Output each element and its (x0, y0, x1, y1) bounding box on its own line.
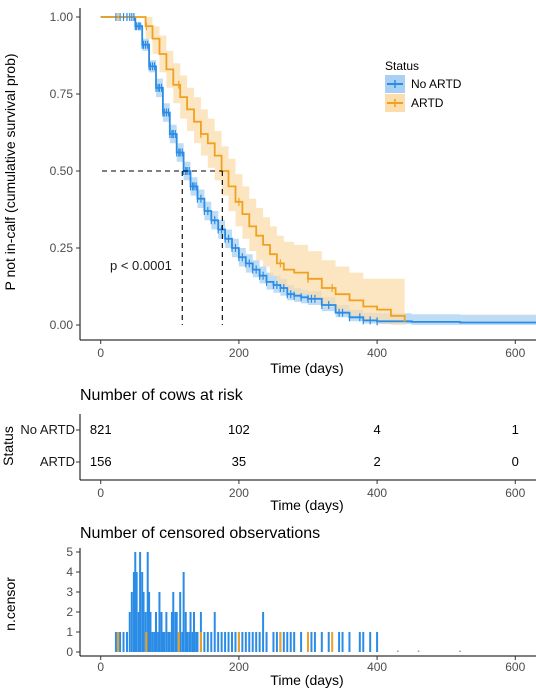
censor-panel-title: Number of censored observations (80, 525, 320, 542)
censor-axes: 0 1 2 3 4 5 0 200 400 600 (66, 545, 536, 674)
risk-x-tick: 600 (505, 480, 526, 500)
censor-x-axis-title: Time (days) (270, 672, 343, 688)
x-tick-label: 600 (505, 346, 525, 360)
x-tick: 400 (367, 340, 387, 360)
censor-y-tick: 3 (66, 585, 80, 599)
censor-y-tick-label: 3 (66, 585, 73, 599)
legend-key-no-artd (385, 75, 405, 93)
y-tick: 0.25 (50, 241, 80, 255)
risk-x-tick-label: 600 (505, 486, 525, 500)
risk-table-title: Number of cows at risk (80, 387, 244, 404)
x-tick: 600 (505, 340, 526, 360)
legend-label-artd: ARTD (411, 96, 444, 110)
censor-x-tick-label: 400 (367, 660, 387, 674)
censor-x-tick-label: 0 (97, 660, 104, 674)
ci-band-artd (100, 17, 405, 325)
y-tick-label: 0.75 (50, 87, 74, 101)
censor-y-tick-label: 5 (66, 545, 73, 559)
median-lines (102, 170, 223, 325)
risk-cell-no-artd: 102 (228, 422, 250, 437)
legend: Status No ARTD ARTD (385, 59, 462, 112)
risk-x-tick: 400 (367, 480, 387, 500)
risk-row-label-artd: ARTD (40, 454, 75, 469)
censor-marks (115, 13, 378, 326)
y-tick-label: 0.50 (50, 164, 74, 178)
censor-y-tick: 4 (66, 565, 80, 579)
risk-x-tick-label: 0 (97, 486, 104, 500)
legend-label-no-artd: No ARTD (411, 77, 462, 91)
risk-cell-no-artd: 821 (90, 422, 112, 437)
censor-x-tick-label: 200 (229, 660, 249, 674)
survival-panel: 0.00 0.25 0.50 0.75 1.00 0 200 400 600 p < 0.000… (2, 8, 536, 376)
risk-x-axis-title: Time (days) (270, 497, 343, 513)
censor-y-tick-label: 1 (66, 625, 73, 639)
risk-x-tick: 200 (229, 480, 249, 500)
censor-x-tick: 200 (229, 656, 249, 674)
y-tick: 0.50 (50, 164, 80, 178)
x-tick-label: 200 (229, 346, 249, 360)
risk-cell-artd: 156 (90, 454, 112, 469)
risk-cell-artd: 2 (373, 454, 380, 469)
y-tick-label: 0.00 (50, 318, 74, 332)
risk-table-panel: Number of cows at risk Status No ARTD AR… (0, 387, 536, 513)
y-axis-title: P not in-calf (cumulative survival prob) (2, 53, 18, 290)
survival-line-artd (100, 16, 406, 322)
risk-table-cells: 821 102 4 1 156 35 2 0 (90, 422, 519, 469)
risk-cell-artd: 35 (232, 454, 246, 469)
y-tick: 1.00 (50, 10, 80, 24)
risk-cell-no-artd: 1 (512, 422, 519, 437)
risk-cell-no-artd: 4 (373, 422, 380, 437)
censor-y-axis-title: n.censor (2, 577, 18, 631)
censor-y-tick: 1 (66, 625, 80, 639)
censor-x-tick-label: 600 (505, 660, 525, 674)
legend-key-artd (385, 94, 405, 112)
risk-cell-artd: 0 (512, 454, 519, 469)
x-axis-title: Time (days) (270, 360, 343, 376)
risk-row-label-no-artd: No ARTD (20, 422, 75, 437)
censor-y-tick: 2 (66, 605, 80, 619)
censor-panel: Number of censored observations n.censor… (2, 525, 536, 688)
censor-y-tick: 5 (66, 545, 80, 559)
censor-x-tick: 600 (505, 656, 526, 674)
x-tick-label: 400 (367, 346, 387, 360)
censor-x-tick: 0 (97, 656, 104, 674)
censor-x-tick: 400 (367, 656, 387, 674)
risk-x-tick-label: 400 (367, 486, 387, 500)
risk-table-status-label: Status (0, 426, 16, 466)
risk-x-tick-label: 200 (229, 486, 249, 500)
p-value-annotation: p < 0.0001 (110, 258, 172, 273)
censor-y-tick-label: 2 (66, 605, 73, 619)
x-tick: 200 (229, 340, 249, 360)
censor-bars (114, 552, 461, 652)
y-tick: 0.00 (50, 318, 80, 332)
y-tick-label: 1.00 (50, 10, 74, 24)
survival-axes: 0.00 0.25 0.50 0.75 1.00 0 200 400 600 (50, 8, 536, 360)
y-tick: 0.75 (50, 87, 80, 101)
censor-y-tick-label: 0 (66, 645, 73, 659)
legend-title: Status (385, 59, 419, 73)
x-tick-label: 0 (97, 346, 104, 360)
censor-y-tick: 0 (66, 645, 80, 659)
risk-x-tick: 0 (97, 480, 104, 500)
x-tick: 0 (97, 340, 104, 360)
y-tick-label: 0.25 (50, 241, 74, 255)
censor-y-tick-label: 4 (66, 565, 73, 579)
survival-line-no-artd (100, 16, 536, 324)
risk-table-axes: 0 200 400 600 (76, 414, 536, 500)
survival-lines (100, 16, 536, 324)
